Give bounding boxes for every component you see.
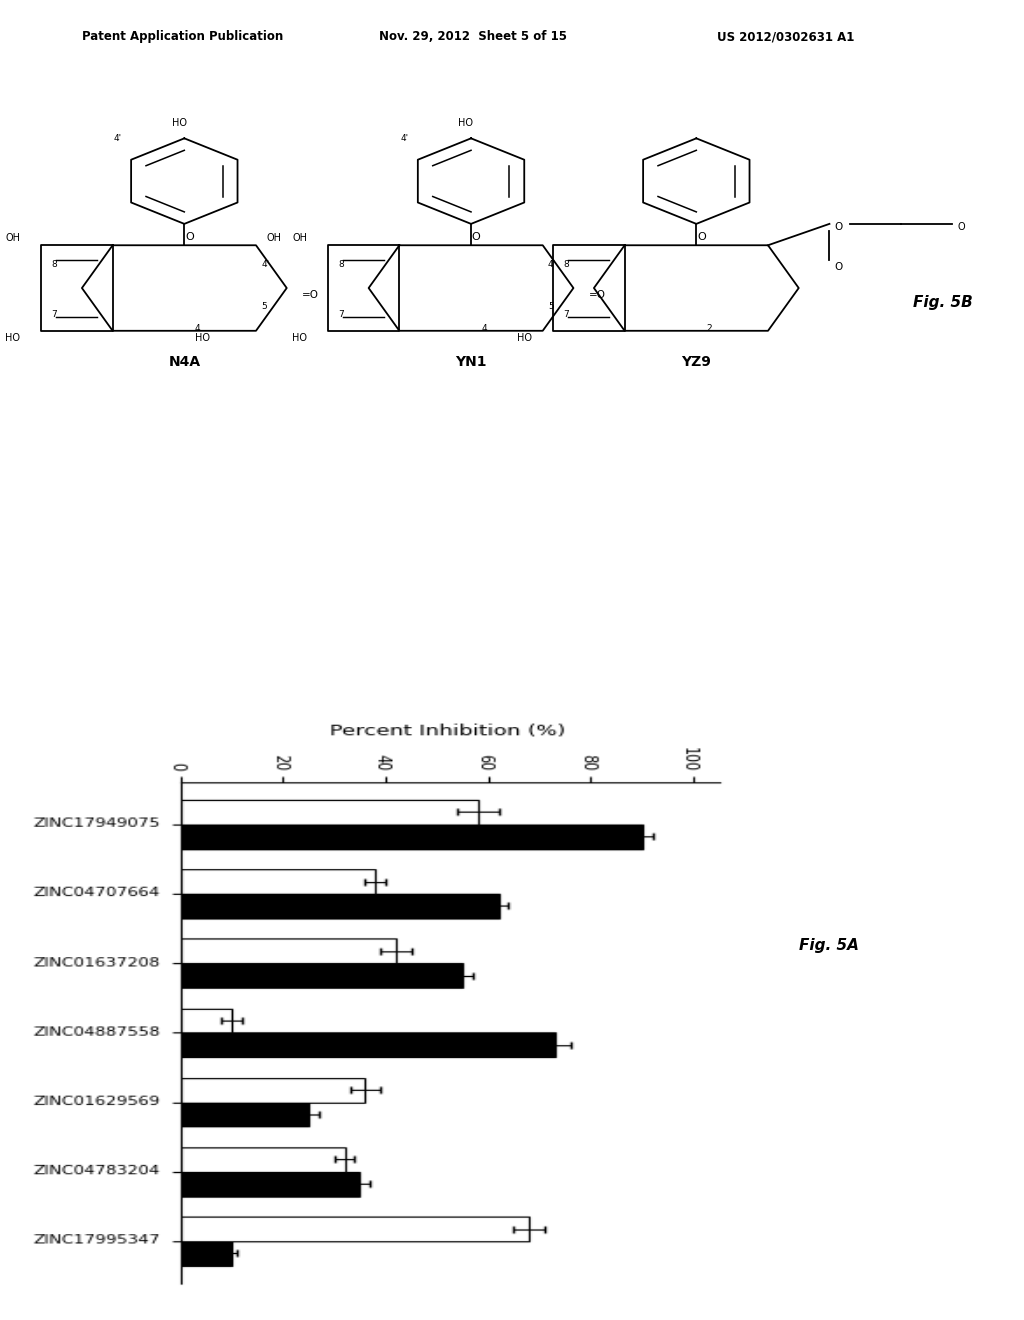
Bar xyxy=(384,900,412,1267)
Text: 4': 4' xyxy=(400,133,409,143)
Text: HO: HO xyxy=(195,333,210,343)
Bar xyxy=(356,1217,384,1267)
Text: OH: OH xyxy=(5,234,20,243)
Bar xyxy=(200,1076,227,1267)
Text: 4: 4 xyxy=(481,323,486,333)
Text: HO: HO xyxy=(459,117,473,128)
Bar xyxy=(541,1092,568,1267)
Text: Patent Application Publication: Patent Application Publication xyxy=(82,30,284,44)
Text: OH: OH xyxy=(292,234,307,243)
Text: O: O xyxy=(185,232,194,242)
Text: HO: HO xyxy=(517,333,532,343)
Text: N4A: N4A xyxy=(168,355,201,370)
Text: O: O xyxy=(697,232,706,242)
Text: US 2012/0302631 A1: US 2012/0302631 A1 xyxy=(717,30,854,44)
Text: 4: 4 xyxy=(195,323,200,333)
Text: 8: 8 xyxy=(563,260,569,269)
Bar xyxy=(618,1217,646,1267)
Text: 5: 5 xyxy=(548,302,554,312)
Text: HO: HO xyxy=(5,333,20,343)
Text: =O: =O xyxy=(302,290,319,300)
Text: 4': 4' xyxy=(548,260,556,269)
Text: O: O xyxy=(835,223,843,232)
Text: 7: 7 xyxy=(338,309,344,318)
Text: YN1: YN1 xyxy=(456,355,486,370)
Text: Nov. 29, 2012  Sheet 5 of 15: Nov. 29, 2012 Sheet 5 of 15 xyxy=(379,30,567,44)
Text: HO: HO xyxy=(172,117,186,128)
Text: 4': 4' xyxy=(114,133,122,143)
Bar xyxy=(122,975,150,1267)
Text: 4': 4' xyxy=(261,260,269,269)
Text: 8: 8 xyxy=(51,260,57,269)
Bar xyxy=(279,1056,306,1267)
Bar xyxy=(150,814,177,1267)
Bar xyxy=(591,925,618,1267)
Text: 2: 2 xyxy=(707,323,712,333)
Text: HO: HO xyxy=(292,333,307,343)
Text: Fig. 5A: Fig. 5A xyxy=(799,939,858,953)
Text: Fig. 5B: Fig. 5B xyxy=(913,294,973,310)
Text: OH: OH xyxy=(266,234,282,243)
Bar xyxy=(227,956,255,1267)
Text: =O: =O xyxy=(589,290,606,300)
Text: O: O xyxy=(835,261,843,272)
Text: 5: 5 xyxy=(261,302,267,312)
Bar xyxy=(462,1142,489,1267)
Bar xyxy=(513,1106,541,1267)
Text: 7: 7 xyxy=(51,309,57,318)
Text: O: O xyxy=(472,232,480,242)
Text: 7: 7 xyxy=(563,309,569,318)
Text: 8: 8 xyxy=(338,260,344,269)
Text: O: O xyxy=(957,223,965,232)
Bar xyxy=(306,990,333,1267)
Text: YZ9: YZ9 xyxy=(681,355,712,370)
Bar xyxy=(435,1086,462,1267)
